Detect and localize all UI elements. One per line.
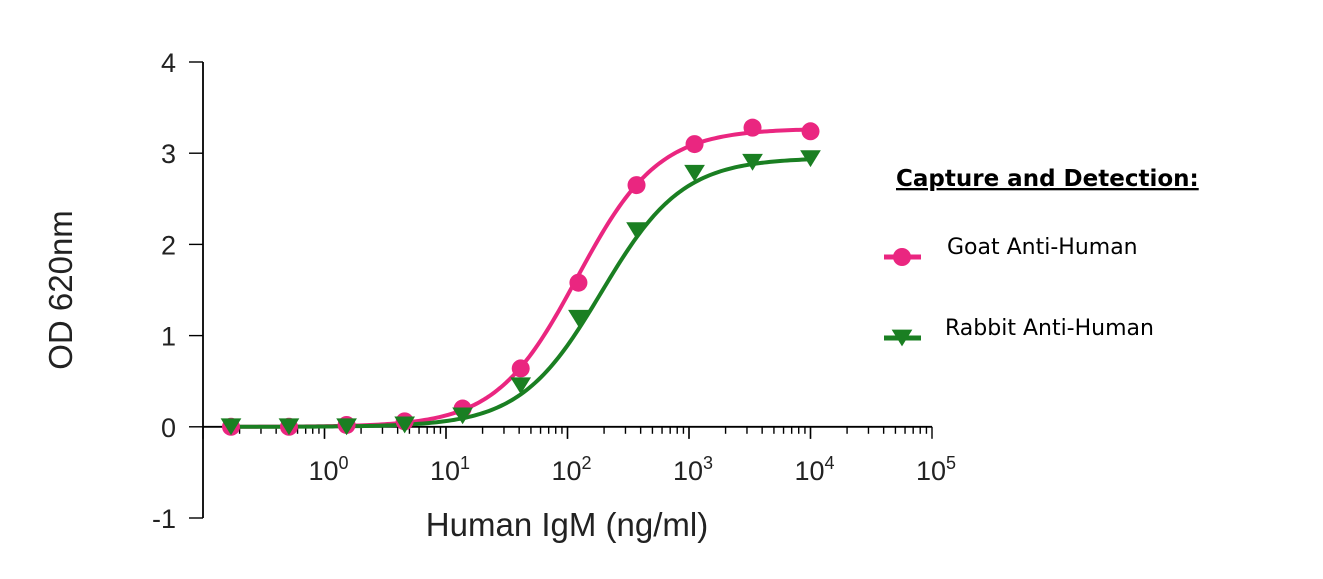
data-point-series-1 xyxy=(743,118,762,137)
data-point-series-1 xyxy=(627,176,646,195)
data-point-series-2 xyxy=(452,407,473,425)
y-tick-label: -1 xyxy=(152,504,176,534)
legend-marker xyxy=(893,248,911,266)
data-point-series-2 xyxy=(626,222,647,240)
x-tick-label: 104 xyxy=(794,453,834,486)
legend-title: Capture and Detection: xyxy=(896,166,1199,192)
data-point-series-2 xyxy=(742,153,763,171)
legend-items: Goat Anti-Human Rabbit Anti-Human xyxy=(884,235,1154,347)
legend-item-2: Rabbit Anti-Human xyxy=(884,316,1154,347)
data-point-series-1 xyxy=(511,359,530,378)
series-curve-2 xyxy=(231,157,811,429)
legend-label: Goat Anti-Human xyxy=(947,235,1138,260)
markers xyxy=(220,118,821,436)
y-tick-label: 0 xyxy=(161,413,176,443)
axes: -1 0 1 2 3 4 100 101 102 103 104 105 xyxy=(152,48,956,534)
y-tick-label: 1 xyxy=(161,322,176,352)
x-tick-label: 101 xyxy=(430,453,470,486)
x-tick-label: 105 xyxy=(916,453,956,486)
x-axis-title: Human IgM (ng/ml) xyxy=(426,506,708,543)
x-tick-label: 102 xyxy=(551,453,591,486)
data-point-series-2 xyxy=(800,150,821,168)
legend-marker xyxy=(891,329,913,347)
data-point-series-2 xyxy=(568,309,589,327)
data-point-series-2 xyxy=(278,418,300,436)
y-axis-title: OD 620nm xyxy=(42,210,79,370)
legend-label: Rabbit Anti-Human xyxy=(945,316,1154,341)
legend-item-1: Goat Anti-Human xyxy=(884,235,1138,266)
data-point-series-2 xyxy=(510,377,532,395)
y-tick-label: 4 xyxy=(161,48,176,78)
data-point-series-2 xyxy=(336,418,357,436)
x-tick-label: 103 xyxy=(673,453,713,486)
data-point-series-2 xyxy=(684,164,705,182)
x-tick-label: 100 xyxy=(308,453,348,486)
data-point-series-1 xyxy=(685,135,704,154)
data-point-series-1 xyxy=(569,273,588,292)
legend: Capture and Detection: Goat Anti-Human Ra… xyxy=(884,166,1199,347)
data-point-series-1 xyxy=(801,122,820,141)
data-point-series-2 xyxy=(220,418,242,436)
y-tick-label: 2 xyxy=(161,230,176,260)
data-point-series-2 xyxy=(394,416,416,434)
y-tick-label: 3 xyxy=(161,139,176,169)
